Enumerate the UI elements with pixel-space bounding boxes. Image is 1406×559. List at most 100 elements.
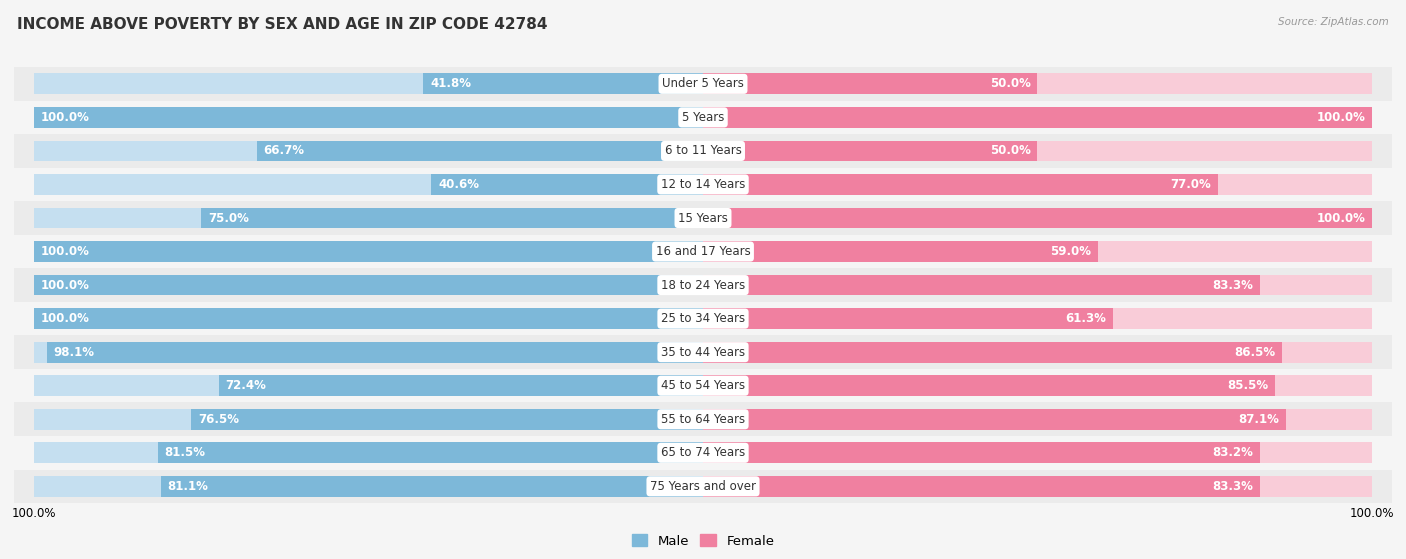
Text: 100.0%: 100.0% <box>41 245 90 258</box>
Bar <box>14 201 1392 235</box>
Text: 16 and 17 Years: 16 and 17 Years <box>655 245 751 258</box>
Text: 55 to 64 Years: 55 to 64 Years <box>661 413 745 426</box>
Bar <box>219 375 703 396</box>
Bar <box>46 342 703 363</box>
Bar <box>34 73 703 94</box>
Text: 35 to 44 Years: 35 to 44 Years <box>661 345 745 359</box>
Text: 25 to 34 Years: 25 to 34 Years <box>661 312 745 325</box>
Bar <box>191 409 703 430</box>
Bar <box>703 409 1372 430</box>
Bar <box>34 140 703 162</box>
Bar <box>432 174 703 195</box>
Text: Source: ZipAtlas.com: Source: ZipAtlas.com <box>1278 17 1389 27</box>
Text: 15 Years: 15 Years <box>678 211 728 225</box>
Text: 45 to 54 Years: 45 to 54 Years <box>661 379 745 392</box>
Bar <box>34 107 703 128</box>
Bar <box>257 140 703 162</box>
Bar <box>703 375 1275 396</box>
Bar <box>34 308 703 329</box>
Bar <box>34 241 703 262</box>
Text: 76.5%: 76.5% <box>198 413 239 426</box>
Bar <box>703 241 1098 262</box>
Text: Under 5 Years: Under 5 Years <box>662 77 744 91</box>
Bar <box>703 107 1372 128</box>
Text: 75 Years and over: 75 Years and over <box>650 480 756 493</box>
Bar <box>14 302 1392 335</box>
Text: 61.3%: 61.3% <box>1066 312 1107 325</box>
Bar <box>703 375 1372 396</box>
Text: 100.0%: 100.0% <box>1316 111 1365 124</box>
Bar <box>201 207 703 229</box>
Bar <box>14 335 1392 369</box>
Bar <box>34 274 703 296</box>
Text: 12 to 14 Years: 12 to 14 Years <box>661 178 745 191</box>
Text: 98.1%: 98.1% <box>53 345 94 359</box>
Bar <box>703 342 1282 363</box>
Bar <box>703 476 1260 497</box>
Text: INCOME ABOVE POVERTY BY SEX AND AGE IN ZIP CODE 42784: INCOME ABOVE POVERTY BY SEX AND AGE IN Z… <box>17 17 547 32</box>
Bar <box>14 436 1392 470</box>
Text: 100.0%: 100.0% <box>41 278 90 292</box>
Bar <box>34 375 703 396</box>
Text: 6 to 11 Years: 6 to 11 Years <box>665 144 741 158</box>
Bar <box>703 73 1372 94</box>
Bar <box>14 402 1392 436</box>
Bar <box>34 274 703 296</box>
Bar <box>34 308 703 329</box>
Bar <box>34 207 703 229</box>
Text: 83.3%: 83.3% <box>1212 278 1254 292</box>
Bar <box>14 369 1392 402</box>
Text: 66.7%: 66.7% <box>263 144 305 158</box>
Bar <box>34 174 703 195</box>
Text: 50.0%: 50.0% <box>990 77 1031 91</box>
Bar <box>34 107 703 128</box>
Bar <box>703 308 1372 329</box>
Bar <box>14 268 1392 302</box>
Bar <box>703 342 1372 363</box>
Bar <box>34 409 703 430</box>
Text: 85.5%: 85.5% <box>1227 379 1268 392</box>
Bar <box>160 476 703 497</box>
Bar <box>703 174 1372 195</box>
Text: 40.6%: 40.6% <box>439 178 479 191</box>
Bar <box>34 241 703 262</box>
Text: 83.2%: 83.2% <box>1212 446 1253 459</box>
Text: 86.5%: 86.5% <box>1233 345 1275 359</box>
Text: 75.0%: 75.0% <box>208 211 249 225</box>
Bar <box>14 101 1392 134</box>
Bar <box>34 476 703 497</box>
Bar <box>703 140 1372 162</box>
Text: 100.0%: 100.0% <box>41 111 90 124</box>
Text: 77.0%: 77.0% <box>1171 178 1212 191</box>
Text: 87.1%: 87.1% <box>1239 413 1279 426</box>
Text: 18 to 24 Years: 18 to 24 Years <box>661 278 745 292</box>
Bar <box>703 107 1372 128</box>
Bar <box>703 409 1285 430</box>
Text: 5 Years: 5 Years <box>682 111 724 124</box>
Bar <box>14 67 1392 101</box>
Text: 81.5%: 81.5% <box>165 446 205 459</box>
Bar <box>703 140 1038 162</box>
Bar <box>703 241 1372 262</box>
Bar <box>34 342 703 363</box>
Text: 50.0%: 50.0% <box>990 144 1031 158</box>
Text: 100.0%: 100.0% <box>1316 211 1365 225</box>
Bar <box>14 235 1392 268</box>
Bar <box>703 207 1372 229</box>
Bar <box>14 470 1392 503</box>
Text: 83.3%: 83.3% <box>1212 480 1254 493</box>
Bar <box>34 442 703 463</box>
Bar <box>703 442 1260 463</box>
Bar <box>14 168 1392 201</box>
Bar <box>703 442 1372 463</box>
Bar <box>14 134 1392 168</box>
Text: 41.8%: 41.8% <box>430 77 471 91</box>
Text: 72.4%: 72.4% <box>225 379 266 392</box>
Bar <box>703 207 1372 229</box>
Bar <box>703 274 1372 296</box>
Bar <box>703 73 1038 94</box>
Legend: Male, Female: Male, Female <box>626 529 780 553</box>
Bar <box>157 442 703 463</box>
Bar <box>423 73 703 94</box>
Text: 59.0%: 59.0% <box>1050 245 1091 258</box>
